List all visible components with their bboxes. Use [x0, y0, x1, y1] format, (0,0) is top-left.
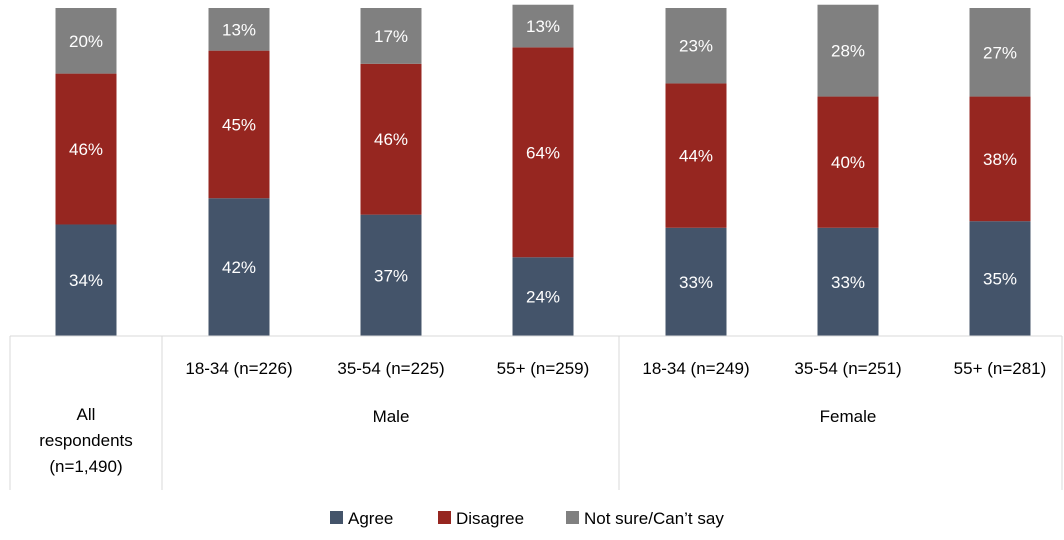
- category-label: 55+ (n=281): [954, 359, 1047, 378]
- data-label: 17%: [374, 27, 408, 46]
- data-label: 27%: [983, 43, 1017, 62]
- bar-not-sure-can-t-say-2: [360, 8, 422, 64]
- bar-agree-3: [512, 257, 574, 336]
- data-label: 33%: [679, 273, 713, 292]
- legend-label: Not sure/Can’t say: [584, 509, 724, 528]
- category-label: 18-34 (n=249): [642, 359, 749, 378]
- bar-not-sure-can-t-say-3: [512, 4, 574, 48]
- bar-disagree-6: [969, 96, 1031, 222]
- data-label: 37%: [374, 266, 408, 285]
- bar-not-sure-can-t-say-5: [817, 4, 879, 97]
- legend-label: Agree: [348, 509, 393, 528]
- category-label: respondents: [39, 431, 133, 450]
- data-label: 46%: [69, 140, 103, 159]
- bar-disagree-0: [55, 73, 117, 225]
- group-label-female: Female: [820, 407, 877, 426]
- data-label: 45%: [222, 115, 256, 134]
- data-label: 13%: [526, 17, 560, 36]
- bar-agree-0: [55, 224, 117, 336]
- category-label: 35-54 (n=225): [337, 359, 444, 378]
- bar-disagree-4: [665, 83, 727, 228]
- category-label: All: [77, 405, 96, 424]
- category-label: 55+ (n=259): [497, 359, 590, 378]
- bar-not-sure-can-t-say-6: [969, 8, 1031, 97]
- bar-agree-6: [969, 221, 1031, 336]
- legend-label: Disagree: [456, 509, 524, 528]
- data-label: 64%: [526, 143, 560, 162]
- bar-agree-1: [208, 198, 270, 336]
- legend-swatch-not-sure-can-t-say: [566, 511, 579, 524]
- data-label: 20%: [69, 32, 103, 51]
- legend-swatch-agree: [330, 511, 343, 524]
- bar-not-sure-can-t-say-1: [208, 8, 270, 51]
- bar-disagree-2: [360, 63, 422, 215]
- bar-agree-5: [817, 227, 879, 336]
- legend-swatch-disagree: [438, 511, 451, 524]
- bar-disagree-5: [817, 96, 879, 228]
- bar-not-sure-can-t-say-0: [55, 8, 117, 74]
- bar-not-sure-can-t-say-4: [665, 8, 727, 84]
- bar-disagree-1: [208, 50, 270, 199]
- category-label: (n=1,490): [49, 457, 122, 476]
- data-label: 23%: [679, 37, 713, 56]
- data-label: 34%: [69, 271, 103, 290]
- data-label: 24%: [526, 288, 560, 307]
- bar-agree-2: [360, 214, 422, 336]
- data-label: 46%: [374, 130, 408, 149]
- bar-disagree-3: [512, 47, 574, 258]
- data-label: 38%: [983, 150, 1017, 169]
- group-label-male: Male: [373, 407, 410, 426]
- data-label: 42%: [222, 258, 256, 277]
- category-label: 18-34 (n=226): [185, 359, 292, 378]
- data-label: 40%: [831, 153, 865, 172]
- data-label: 13%: [222, 20, 256, 39]
- bar-agree-4: [665, 227, 727, 336]
- category-label: 35-54 (n=251): [794, 359, 901, 378]
- data-label: 35%: [983, 270, 1017, 289]
- data-label: 33%: [831, 273, 865, 292]
- data-label: 44%: [679, 147, 713, 166]
- data-label: 28%: [831, 42, 865, 61]
